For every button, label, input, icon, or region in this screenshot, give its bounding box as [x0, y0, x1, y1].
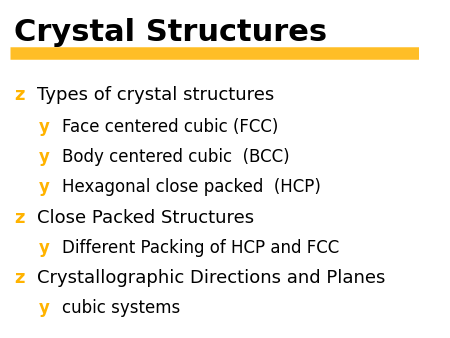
Text: y: y: [39, 148, 50, 166]
Text: Crystallographic Directions and Planes: Crystallographic Directions and Planes: [37, 269, 385, 287]
Text: z: z: [14, 269, 24, 287]
Text: y: y: [39, 299, 50, 317]
Text: Types of crystal structures: Types of crystal structures: [37, 86, 274, 104]
Text: y: y: [39, 178, 50, 196]
Text: z: z: [14, 86, 24, 104]
Text: Body centered cubic  (BCC): Body centered cubic (BCC): [62, 148, 290, 166]
Text: Different Packing of HCP and FCC: Different Packing of HCP and FCC: [62, 239, 339, 257]
Text: Crystal Structures: Crystal Structures: [14, 18, 327, 47]
Text: Close Packed Structures: Close Packed Structures: [37, 209, 254, 226]
Text: z: z: [14, 209, 24, 226]
Text: cubic systems: cubic systems: [62, 299, 180, 317]
Text: y: y: [39, 118, 50, 136]
Text: Face centered cubic (FCC): Face centered cubic (FCC): [62, 118, 279, 136]
Text: Hexagonal close packed  (HCP): Hexagonal close packed (HCP): [62, 178, 321, 196]
Text: y: y: [39, 239, 50, 257]
